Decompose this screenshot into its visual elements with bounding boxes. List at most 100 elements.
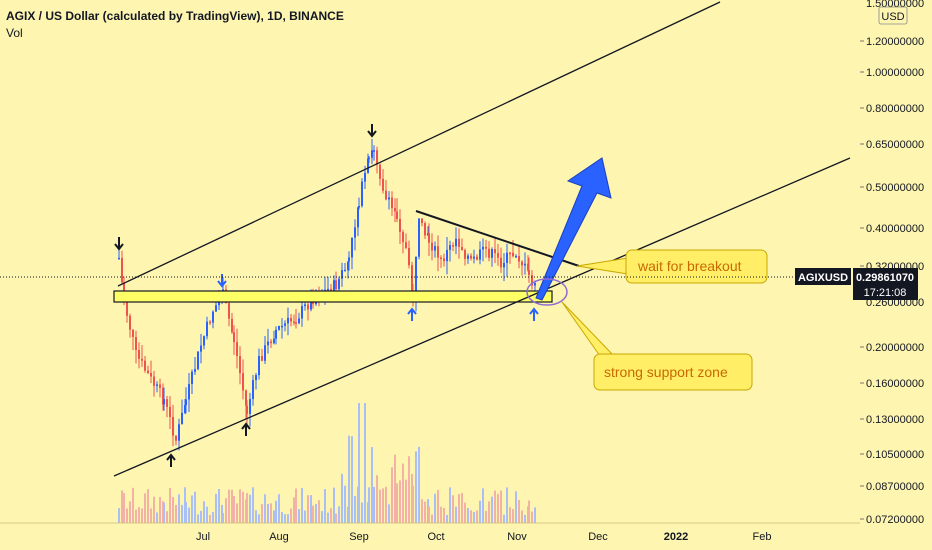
candle-body [172,416,174,436]
candle-body [203,336,205,346]
volume-bar [385,486,387,523]
currency-box[interactable] [878,6,908,25]
candle-body [357,207,359,228]
volume-bar [255,510,257,523]
candle-body [270,341,272,344]
volume-bar [278,494,280,523]
candle-body [368,157,370,160]
candle-body [293,321,295,323]
volume-bar [428,506,430,523]
candle-body [467,255,469,259]
volume-bar [310,495,312,523]
candle-body [121,257,123,283]
candle-body [531,275,533,286]
candle-body [482,246,484,250]
volume-bar [368,487,370,523]
volume-bar [335,513,337,523]
volume-bar [144,493,146,523]
price-tick: 0.13000000 [866,414,924,426]
volume-bar [209,514,211,523]
volume-bar [479,500,481,523]
candle-body [528,270,530,276]
volume-bar [298,509,300,523]
candle-body [159,384,161,388]
volume-bar [351,436,353,523]
time-tick-2022: 2022 [664,531,688,543]
time-tick-aug: Aug [269,531,289,543]
candle-body [521,261,523,266]
price-tick: 0.80000000 [866,103,924,115]
candle-body [418,218,420,257]
currency-label: USD [881,11,904,23]
candle-body [385,190,387,200]
volume-bar [267,503,269,523]
volume-bar [500,490,502,523]
volume-bar [156,512,158,523]
volume-bar [531,511,533,523]
candle-body [500,257,502,268]
volume-bar [446,514,448,523]
volume-bar [431,514,433,523]
candle-body [212,311,214,323]
volume-bar [166,511,168,523]
volume-bar [273,510,275,523]
candle-body [307,304,309,310]
time-scale[interactable]: Jul Aug Sep Oct Nov Dec 2022 Feb [0,522,860,543]
price-tick: 1.20000000 [866,36,924,48]
candle-body [141,358,143,361]
volume-bar [491,496,493,523]
price-tick: 0.50000000 [866,182,924,194]
candle-body [344,269,346,272]
volume-bar [485,510,487,523]
volume-bar [225,498,227,523]
candle-body [361,181,363,206]
volume-bar [275,500,277,523]
candle-body [175,435,177,441]
price-tick: 1.50000000 [866,0,924,10]
volume-bar [408,456,410,523]
volume-bar [206,506,208,523]
price-scale[interactable]: 1.20000000 1.00000000 0.80000000 0.65000000… [860,0,924,526]
candle-body [388,197,390,200]
candle-body [351,237,353,258]
volume-bar [358,403,360,523]
volume-bar [388,504,390,523]
volume-bar [458,494,460,523]
volume-bar [440,506,442,523]
price-tick: 0.20000000 [866,342,924,354]
candle-body [421,218,423,224]
candle-body [163,399,165,405]
volume-bar [373,486,375,523]
candle-body [371,150,373,158]
volume-bar [455,506,457,523]
candle-body [338,278,340,290]
volume-bar [534,507,536,523]
candle-body [249,399,251,415]
volume-bar [312,505,314,523]
volume-bar [506,487,508,523]
candle-body [281,325,283,328]
candle-body [144,360,146,371]
volume-bar [284,514,286,523]
volume-bar [126,508,128,523]
volume-bar [512,509,514,523]
candle-body [491,249,493,258]
candle-body [150,373,152,377]
candle-body [509,252,511,255]
volume-bar [132,487,134,523]
arrow-up-icon [166,453,176,467]
candle-body [515,255,517,258]
price-tick: 0.40000000 [866,223,924,235]
candle-body [473,256,475,259]
volume-bar [415,451,417,523]
candle-body [391,197,393,209]
volume-bar [231,489,233,523]
candle-body [185,399,187,406]
candle-body [132,329,134,337]
volume-bar [494,490,496,523]
volume-bar [138,507,140,523]
volume-bar [461,492,463,523]
candle-body [261,356,263,361]
